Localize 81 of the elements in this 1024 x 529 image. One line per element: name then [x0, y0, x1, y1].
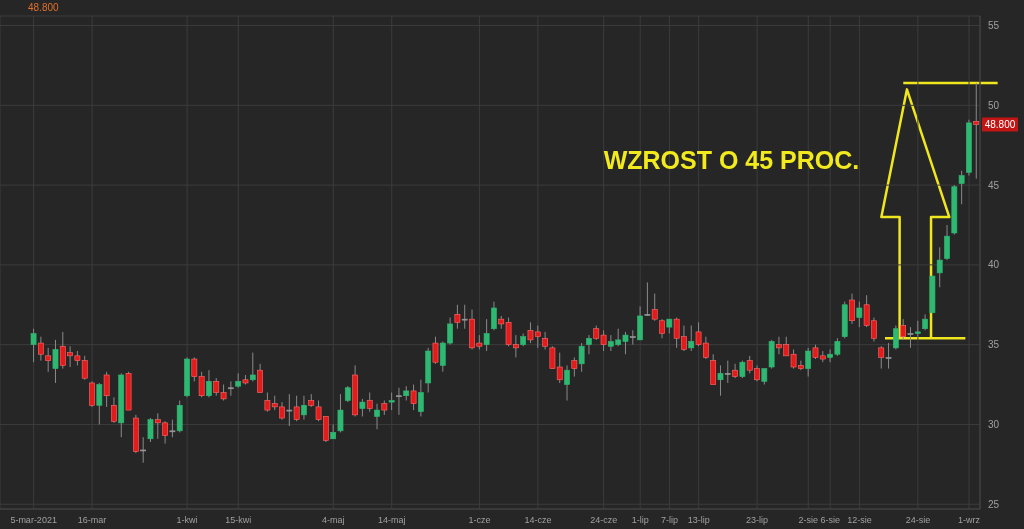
candlestick: [286, 393, 293, 427]
candlestick: [805, 347, 812, 378]
candlestick: [52, 339, 59, 384]
x-tick-label: 14-cze: [524, 515, 552, 526]
y-tick-label: 35: [988, 339, 1000, 351]
x-tick-label: 16-mar: [77, 515, 107, 526]
x-tick-label: 4-maj: [322, 515, 345, 526]
x-tick-label: 15-kwi: [225, 515, 252, 526]
y-tick-label: 25: [988, 498, 1000, 510]
candlestick: [958, 170, 965, 205]
candlestick: [651, 293, 658, 322]
candlestick: [849, 293, 855, 325]
x-tick-label: 7-lip: [660, 515, 678, 526]
candlestick: [396, 387, 402, 416]
x-tick-label: 14-maj: [377, 515, 406, 526]
candlestick: [973, 82, 980, 180]
x-tick-label: 1-cze: [468, 515, 491, 526]
candlestick: [856, 301, 863, 328]
candlestick: [228, 380, 234, 397]
candlestick: [111, 396, 117, 424]
x-tick-label: 13-lip: [687, 515, 710, 526]
candlestick: [103, 371, 110, 408]
candlestick: [564, 364, 570, 402]
candlestick: [644, 281, 651, 317]
candlestick: [410, 384, 417, 411]
candlestick: [366, 392, 373, 413]
candlestick: [944, 224, 950, 261]
chart-title: 48.800: [28, 2, 59, 13]
candlestick: [724, 360, 731, 384]
candlestick: [491, 301, 497, 331]
candlestick: [907, 326, 914, 349]
candlestick: [461, 304, 468, 330]
x-tick-label: 6-sie: [820, 515, 840, 526]
candlestick: [637, 305, 643, 341]
candlestick: [257, 363, 263, 394]
candlestick: [206, 369, 212, 398]
candlestick: [578, 342, 585, 373]
candlestick: [418, 379, 424, 417]
y-tick-label: 45: [988, 179, 1000, 191]
x-tick-label: 23-lip: [746, 515, 769, 526]
candlestick: [936, 246, 943, 288]
y-tick-label: 40: [988, 259, 1000, 271]
candlestick: [586, 334, 592, 355]
x-tick-label: 2-sie: [798, 515, 819, 526]
candlestick: [301, 395, 307, 421]
candlestick: [900, 318, 907, 341]
candlestick: [45, 347, 52, 373]
candlestick: [374, 403, 380, 430]
candlestick: [432, 336, 439, 365]
x-tick-label: 1-lip: [631, 515, 649, 526]
annotation: WZROST O 45 PROC.: [603, 146, 860, 175]
candlestick: [629, 329, 636, 346]
candlestick: [710, 353, 717, 386]
y-tick-label: 55: [988, 20, 1000, 32]
candlestick: [293, 395, 300, 422]
candlestick: [454, 304, 461, 330]
candlestick: [249, 352, 256, 382]
x-tick-label: 24-cze: [590, 515, 618, 526]
y-tick-label: 50: [988, 99, 1000, 111]
candlestick: [878, 345, 885, 370]
candlestick: [147, 417, 154, 443]
candlestick: [571, 356, 578, 378]
candlestick: [96, 382, 103, 425]
candlestick: [659, 318, 665, 339]
annotation: 48.800: [984, 119, 1016, 131]
candlestick: [717, 364, 724, 397]
y-tick-label: 30: [988, 418, 1000, 430]
candlestick: [483, 318, 490, 352]
candlestick: [885, 342, 892, 370]
candlestick: [89, 380, 95, 408]
candlestick: [38, 336, 44, 362]
candlestick: [732, 363, 738, 379]
candlestick: [30, 328, 37, 363]
candlestick: [688, 325, 695, 352]
x-tick-label: 1-kwi: [176, 515, 198, 526]
candlestick: [140, 436, 147, 464]
x-tick-label: 12-sie: [847, 515, 872, 526]
candlestick: [337, 393, 344, 433]
x-tick-label: 24-sie: [905, 515, 931, 526]
x-tick-label: 1-wrz: [958, 515, 981, 526]
x-tick-label: 5-mar-2021: [10, 515, 57, 526]
